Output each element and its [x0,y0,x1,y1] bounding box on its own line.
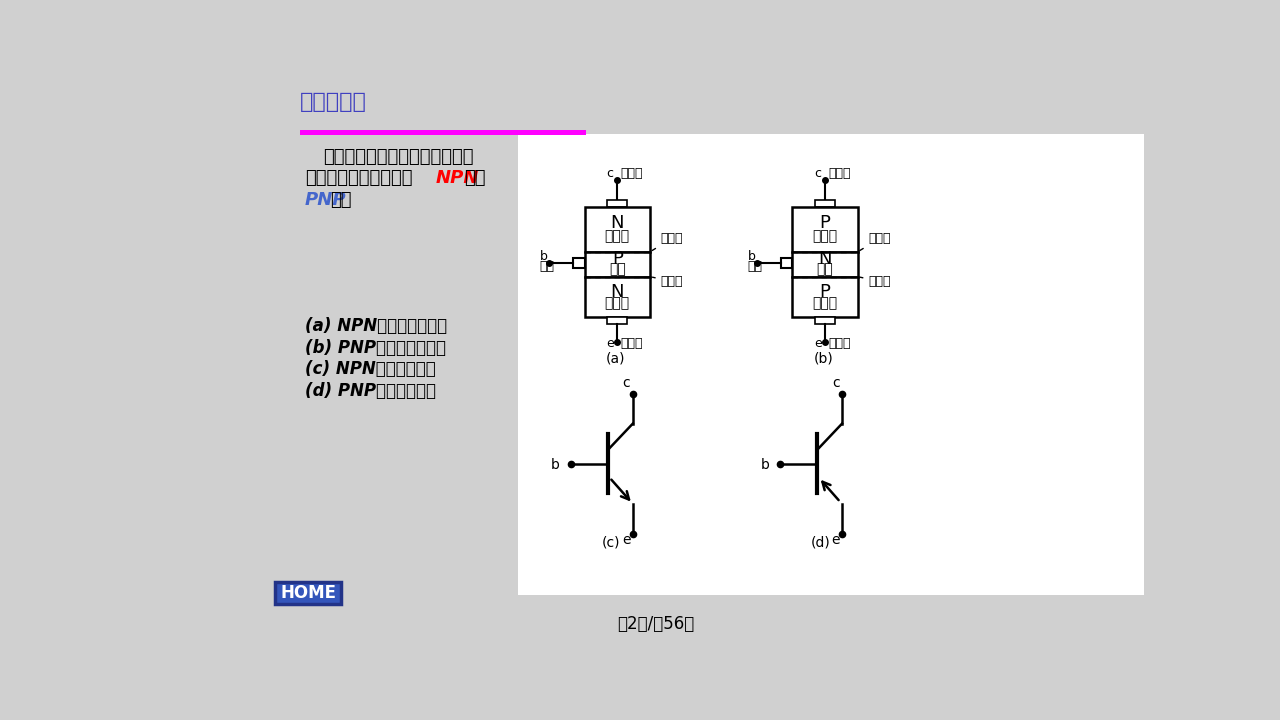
Text: P: P [819,215,831,233]
Bar [585,207,650,252]
Bar [607,317,627,324]
Text: 所示。它有两种类型：: 所示。它有两种类型： [305,169,412,187]
Text: (c) NPN管的电路符号: (c) NPN管的电路符号 [305,361,435,379]
Bar [585,252,650,276]
Text: 集电极: 集电极 [621,167,643,180]
Bar [792,252,858,276]
Text: 集电区: 集电区 [813,229,837,243]
Text: c: c [832,376,840,390]
Text: c: c [623,376,630,390]
Bar [815,199,835,207]
Text: 发射结: 发射结 [653,275,684,288]
Text: 基区: 基区 [609,263,626,276]
Text: e: e [832,533,840,546]
Text: N: N [818,250,832,268]
Text: (b): (b) [813,351,833,365]
Text: 基极: 基极 [748,260,763,273]
Text: (c): (c) [602,536,621,550]
Text: 发射区: 发射区 [813,297,837,310]
Bar [300,130,586,135]
Text: NPN: NPN [435,168,479,186]
Text: 型和: 型和 [463,169,485,187]
Text: b: b [748,250,755,263]
Bar [815,317,835,324]
Text: N: N [611,215,625,233]
Text: e: e [622,533,631,546]
Bar [781,258,792,268]
Text: 发射结: 发射结 [860,275,891,288]
Text: (a) NPN型管结构示意图: (a) NPN型管结构示意图 [305,318,447,336]
Text: c: c [814,167,820,180]
Text: PNP: PNP [305,191,347,209]
Bar [792,276,858,317]
Text: b: b [760,458,769,472]
Text: 第2页/共56页: 第2页/共56页 [617,615,695,633]
Text: P: P [819,283,831,301]
Bar [792,207,858,252]
Text: (d) PNP管的电路符号: (d) PNP管的电路符号 [305,382,436,400]
Text: b: b [540,250,548,263]
Text: e: e [607,337,614,350]
Text: 发射极: 发射极 [621,337,643,350]
Text: 集电极: 集电极 [828,167,850,180]
Text: 发射区: 发射区 [604,297,630,310]
Text: 型。: 型。 [330,191,352,209]
Text: 的结构简介: 的结构简介 [300,92,366,112]
Bar [585,276,650,317]
Text: 基极: 基极 [540,260,554,273]
Text: b: b [550,458,559,472]
Text: (b) PNP型管结构示意图: (b) PNP型管结构示意图 [305,339,445,357]
Text: 半导体三极管的结构示意图如图: 半导体三极管的结构示意图如图 [323,148,474,166]
Text: HOME: HOME [280,584,337,602]
Text: 发射极: 发射极 [828,337,850,350]
Text: N: N [611,283,625,301]
Bar [607,199,627,207]
Bar [275,582,342,604]
Text: 集电结: 集电结 [653,232,684,251]
Text: 基区: 基区 [817,263,833,276]
Text: e: e [814,337,822,350]
Text: 集电区: 集电区 [604,229,630,243]
Text: 集电结: 集电结 [860,232,891,251]
Text: (a): (a) [605,351,625,365]
Text: c: c [607,167,613,180]
Bar [518,134,1144,595]
Bar [573,258,585,268]
Text: (d): (d) [812,536,831,550]
Text: P: P [612,250,622,268]
